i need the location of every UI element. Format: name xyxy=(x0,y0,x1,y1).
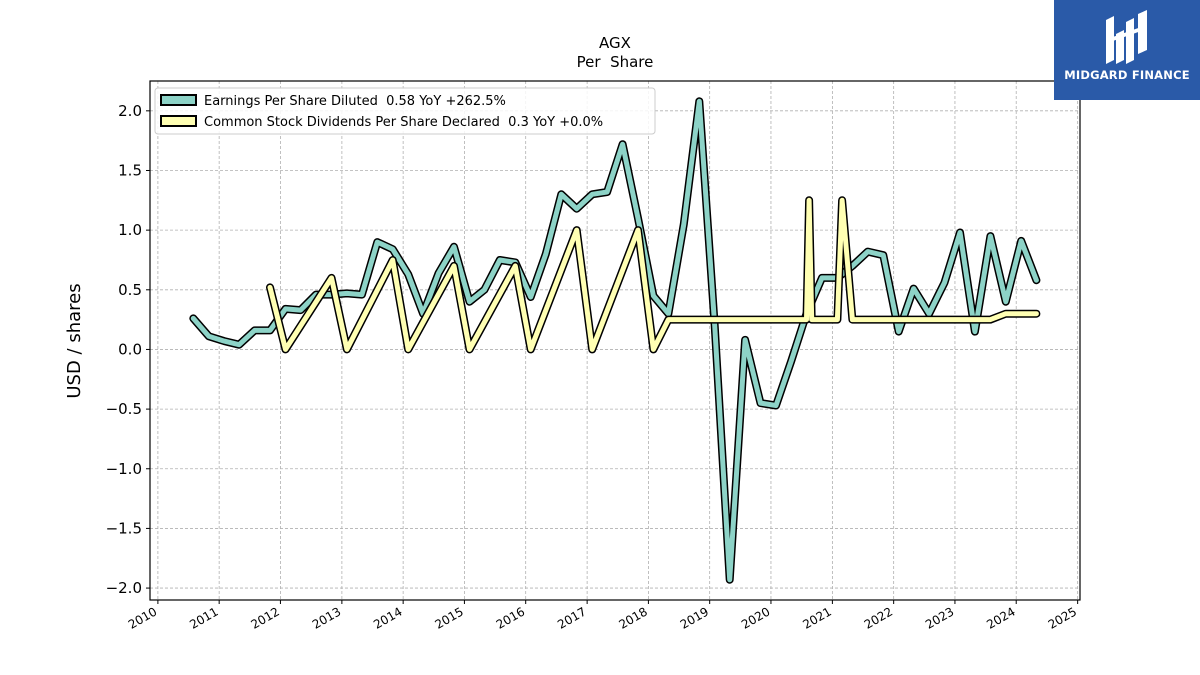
x-tick-label: 2018 xyxy=(616,604,649,631)
midgard-logo-icon xyxy=(1106,10,1147,64)
series-1 xyxy=(266,196,1041,354)
chart-subtitle: Per Share xyxy=(577,53,654,71)
x-tick-label: 2014 xyxy=(371,604,404,631)
y-tick-label: −1.5 xyxy=(106,519,142,537)
y-tick-label: 0.0 xyxy=(118,340,142,358)
y-axis-label: USD / shares xyxy=(64,283,85,398)
x-tick-label: 2010 xyxy=(126,604,159,631)
x-tick-label: 2015 xyxy=(432,604,465,631)
x-tick-label: 2013 xyxy=(310,604,343,631)
legend-swatch-dividends xyxy=(160,115,197,127)
series-line xyxy=(267,197,1039,352)
x-tick-label: 2024 xyxy=(984,604,1017,631)
x-tick-label: 2023 xyxy=(923,604,956,631)
legend-label-eps: Earnings Per Share Diluted 0.58 YoY +262… xyxy=(204,94,506,109)
legend: Earnings Per Share Diluted 0.58 YoY +262… xyxy=(154,87,656,135)
series-0 xyxy=(189,97,1041,584)
y-tick-label: 0.5 xyxy=(118,281,142,299)
y-tick-label: −0.5 xyxy=(106,400,142,418)
x-axis: 2010 2011 2012 2013 2014 2015 2016 2017 2018 2019… xyxy=(126,600,1079,632)
x-tick-label: 2020 xyxy=(739,604,772,631)
legend-label-dividends: Common Stock Dividends Per Share Declare… xyxy=(204,115,603,130)
y-tick-label: 1.5 xyxy=(118,161,142,179)
plot-frame xyxy=(149,80,1081,601)
y-tick-label: 2.0 xyxy=(118,102,142,120)
series-lines xyxy=(189,97,1041,584)
x-tick-label: 2019 xyxy=(678,604,711,631)
logo-text: MIDGARD FINANCE xyxy=(1064,68,1190,82)
x-tick-label: 2021 xyxy=(800,604,833,631)
x-tick-label: 2025 xyxy=(1046,604,1079,631)
series-line xyxy=(190,98,1039,583)
y-tick-label: 1.0 xyxy=(118,221,142,239)
chart-title: AGX xyxy=(599,34,631,52)
x-tick-label: 2011 xyxy=(187,604,220,631)
midgard-finance-logo: MIDGARD FINANCE xyxy=(1054,0,1200,100)
legend-swatch-eps xyxy=(160,94,197,106)
grid xyxy=(150,81,1080,600)
legend-box xyxy=(154,87,656,135)
y-tick-label: −2.0 xyxy=(106,579,142,597)
y-axis: 2.0 1.5 1.0 0.5 0.0 −0.5 −1.0 −1.5 −2.0 xyxy=(106,102,150,597)
y-tick-label: −1.0 xyxy=(106,460,142,478)
x-tick-label: 2022 xyxy=(862,604,895,631)
x-tick-label: 2012 xyxy=(248,604,281,631)
x-tick-label: 2017 xyxy=(555,604,588,631)
x-tick-label: 2016 xyxy=(494,604,527,631)
